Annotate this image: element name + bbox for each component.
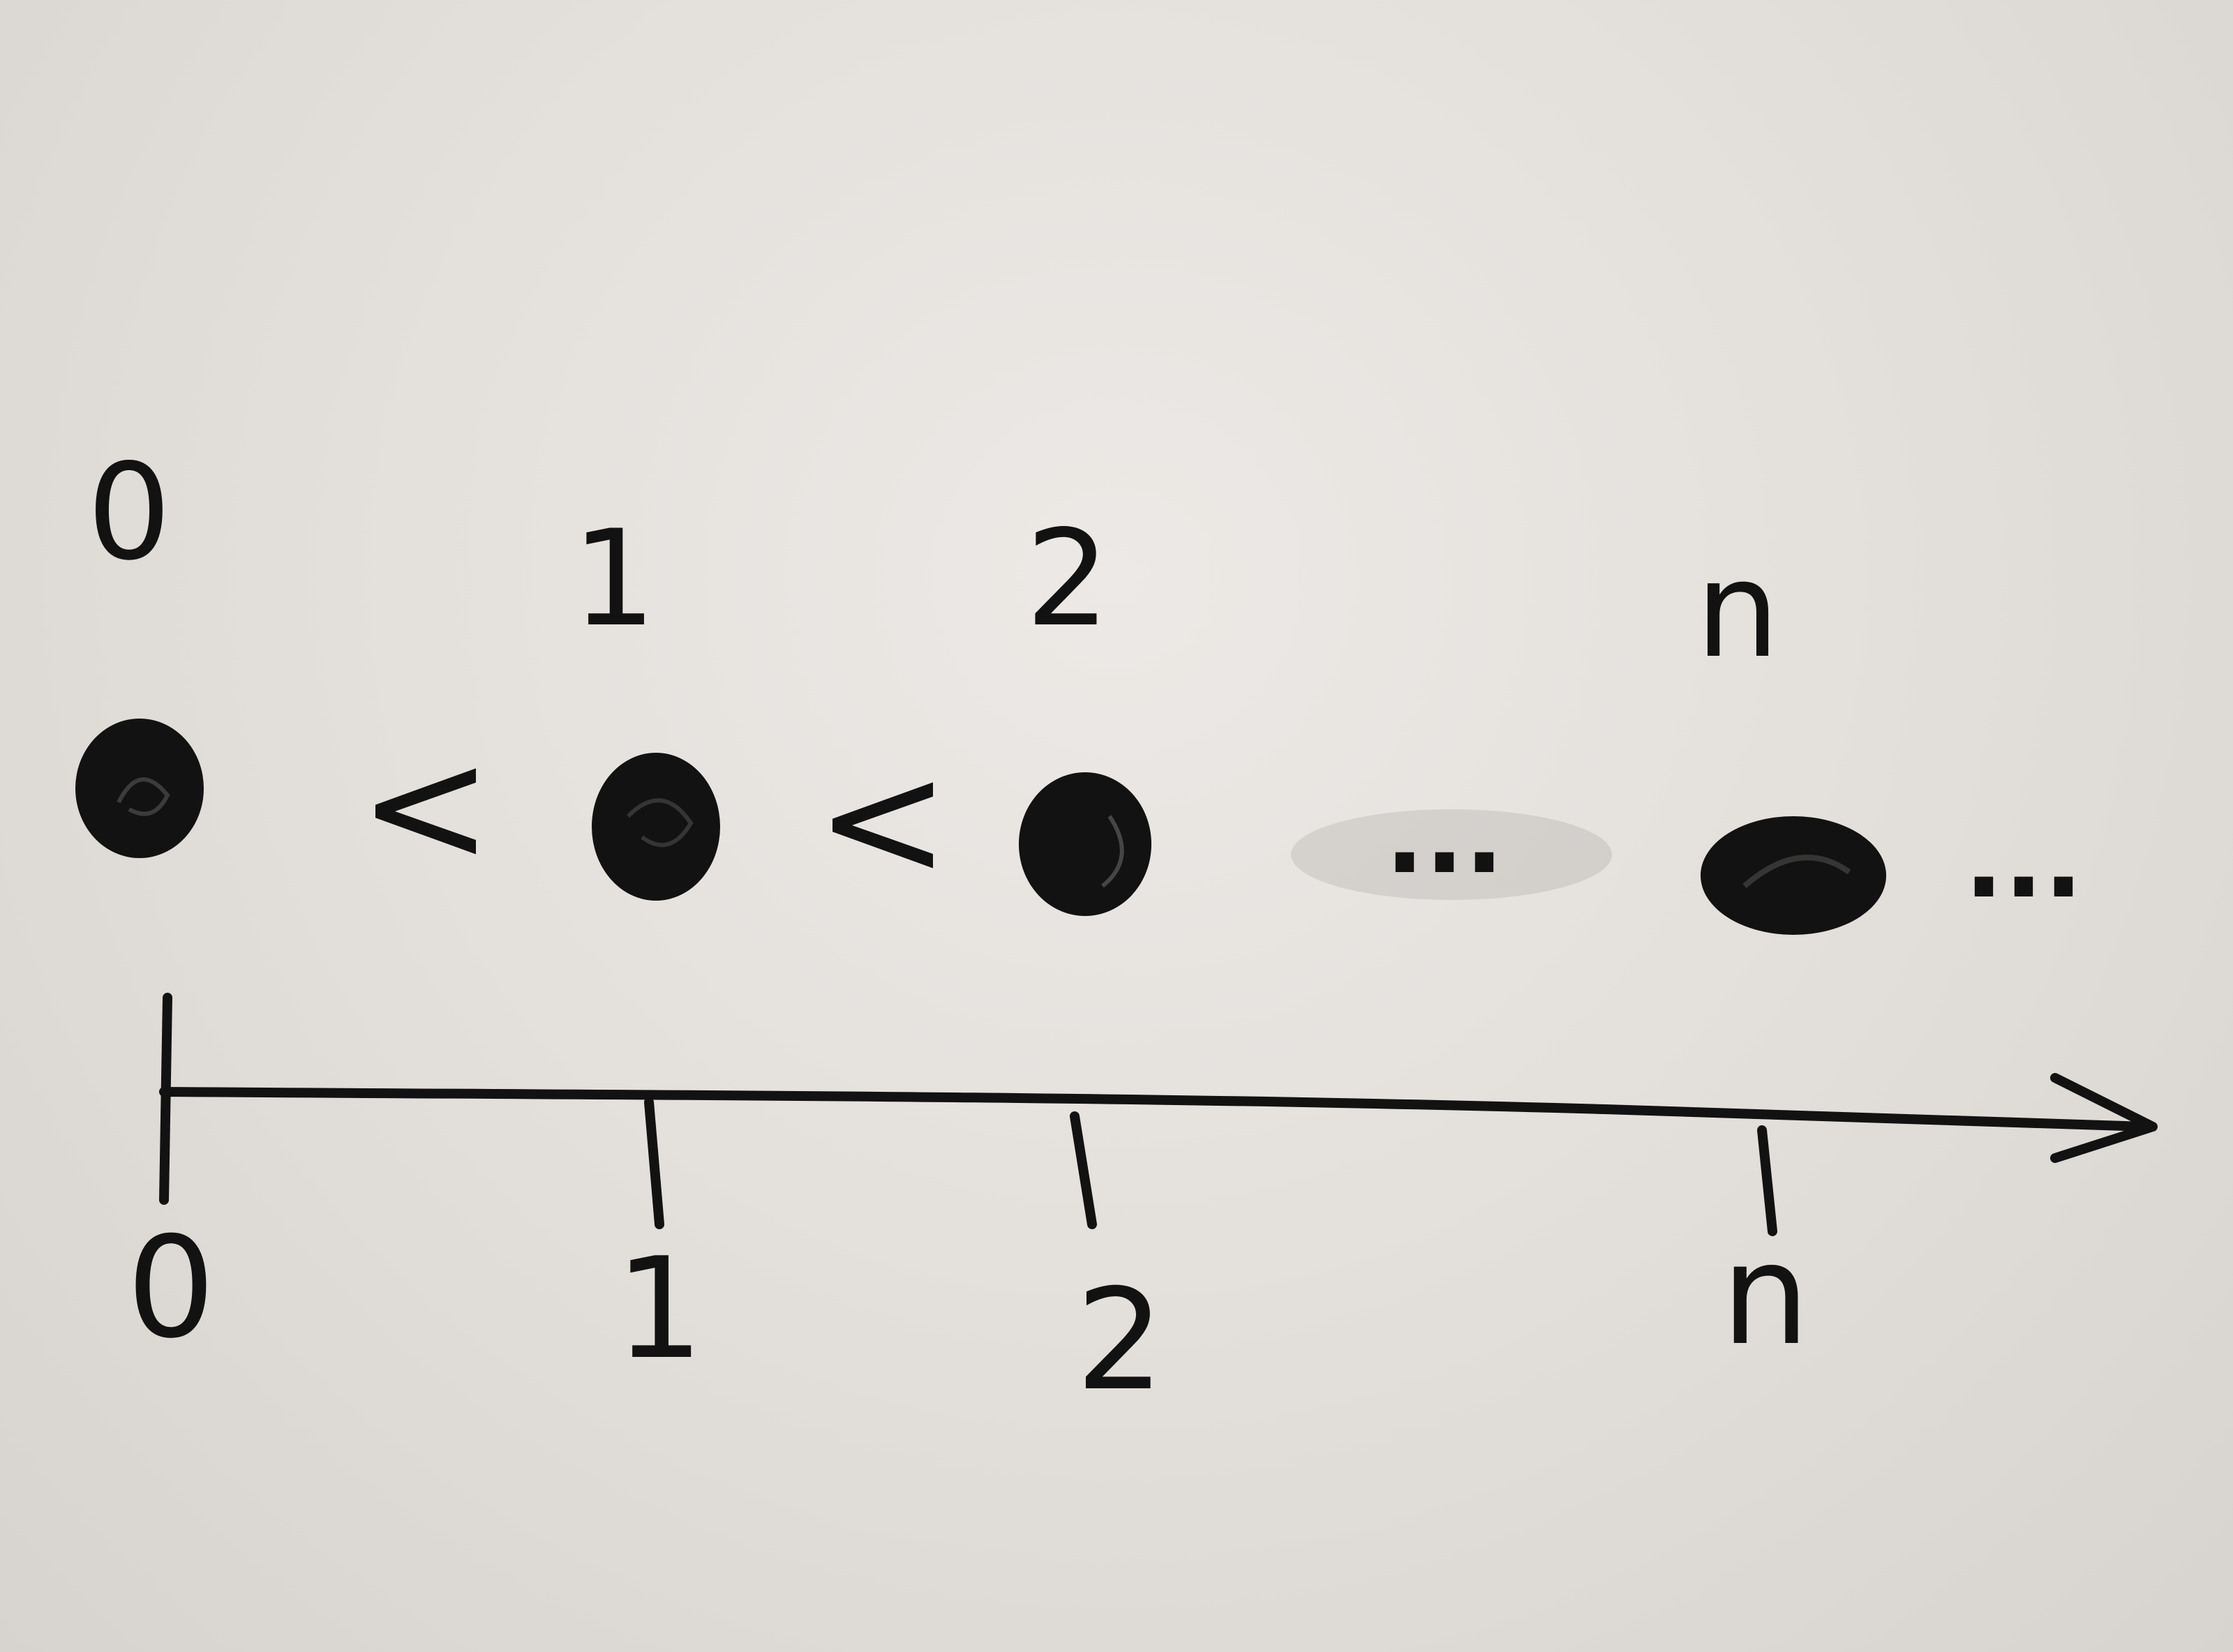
- axis-label-0: 0: [126, 1207, 215, 1369]
- element-dot-2: [1019, 772, 1151, 916]
- less-than-symbol-1: <: [359, 714, 493, 900]
- element-dot-0: [75, 719, 204, 858]
- dot-swirl-1: [626, 798, 694, 848]
- element-dot-n: [1701, 816, 1886, 935]
- axis-label-1: 1: [615, 1228, 703, 1390]
- dot-swirl-n: [1742, 855, 1851, 889]
- top-label-1: 1: [572, 502, 657, 656]
- top-label-2: 2: [1026, 502, 1110, 656]
- axis-tick-1: [644, 1097, 664, 1229]
- axis-tick-n: [1757, 1125, 1777, 1236]
- axis-tick-0: [159, 993, 172, 1205]
- ellipsis-end: ...: [1964, 800, 2084, 922]
- axis-arrowhead: [2050, 1073, 2158, 1163]
- element-dot-1: [592, 753, 720, 901]
- dot-swirl-0: [117, 777, 170, 816]
- axis-label-2: 2: [1075, 1259, 1164, 1422]
- dot-swirl-2: [1101, 815, 1124, 888]
- less-than-symbol-2: <: [816, 728, 950, 914]
- number-line-axis: [159, 1087, 2151, 1132]
- top-label-n: n: [1696, 533, 1779, 687]
- axis-tick-2: [1070, 1111, 1097, 1229]
- ellipsis-middle: ...: [1385, 776, 1504, 897]
- erased-smudge: [1291, 809, 1612, 900]
- axis-label-n: n: [1722, 1214, 1810, 1376]
- top-label-0: 0: [87, 435, 172, 590]
